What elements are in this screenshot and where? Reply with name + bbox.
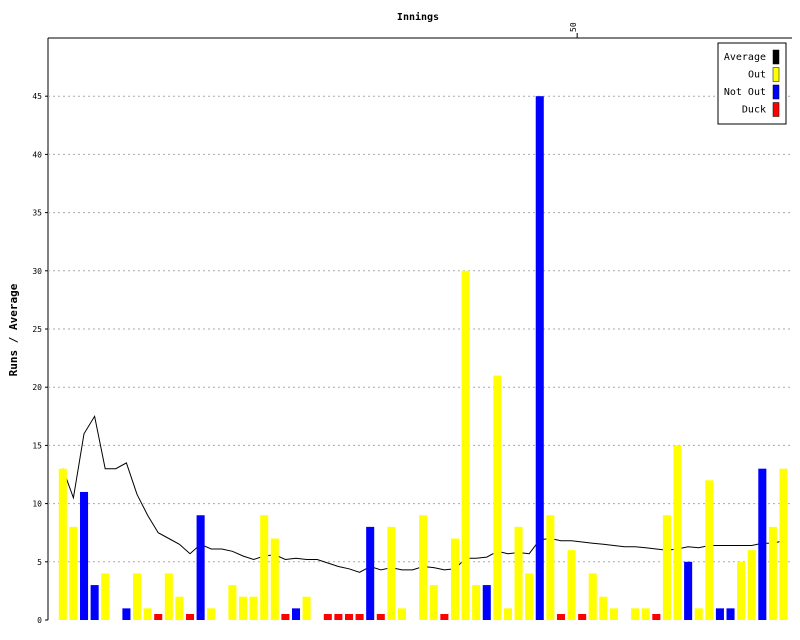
bar xyxy=(376,614,385,620)
bar xyxy=(101,573,110,620)
bar xyxy=(631,608,640,620)
bar xyxy=(758,468,767,620)
bar xyxy=(493,375,502,620)
y-tick-label: 5 xyxy=(37,558,42,567)
bar xyxy=(726,608,735,620)
bar xyxy=(588,573,597,620)
bar xyxy=(185,614,195,620)
y-tick-label: 20 xyxy=(32,383,42,392)
legend-label: Duck xyxy=(742,105,766,116)
bar xyxy=(641,608,650,620)
bar xyxy=(514,526,523,620)
bar xyxy=(69,526,78,620)
bar xyxy=(291,608,301,620)
bar xyxy=(737,561,746,620)
bar xyxy=(90,585,99,620)
bar xyxy=(747,550,756,620)
bar xyxy=(154,614,163,620)
bar xyxy=(366,526,375,620)
bar xyxy=(472,585,481,620)
bar xyxy=(397,608,407,620)
bar xyxy=(143,608,152,620)
y-tick-label: 45 xyxy=(32,92,42,101)
legend-label: Out xyxy=(748,70,766,81)
legend-swatch xyxy=(772,49,780,65)
legend-swatch xyxy=(772,67,780,82)
y-tick-label: 40 xyxy=(32,150,42,159)
bar xyxy=(419,515,428,620)
bar xyxy=(387,526,396,620)
bar xyxy=(673,445,682,620)
bar xyxy=(567,550,576,620)
y-axis-label: Runs / Average xyxy=(7,283,20,376)
bar xyxy=(768,526,777,620)
bar xyxy=(355,614,364,620)
bar xyxy=(578,614,587,620)
y-tick-label: 10 xyxy=(32,500,42,509)
bar xyxy=(175,596,184,620)
bar xyxy=(164,573,173,620)
bar xyxy=(344,614,354,620)
bar xyxy=(207,608,216,620)
bar xyxy=(132,573,142,620)
bar xyxy=(535,96,544,620)
bar xyxy=(609,608,618,620)
bar xyxy=(694,608,703,620)
bar xyxy=(80,491,89,620)
legend-swatch xyxy=(772,84,780,100)
y-tick-label: 15 xyxy=(32,441,42,450)
legend: Average Out Not Out Duck xyxy=(717,42,787,125)
bar xyxy=(779,468,788,620)
y-tick-label: 25 xyxy=(32,325,42,334)
legend-swatch xyxy=(772,102,780,117)
bar xyxy=(662,515,671,620)
bar xyxy=(270,538,279,620)
bar xyxy=(334,614,343,620)
bar xyxy=(440,614,449,620)
bar xyxy=(228,585,237,620)
bar xyxy=(323,614,332,620)
x-tick-label: 50 xyxy=(569,22,578,32)
bar xyxy=(705,480,714,620)
bar xyxy=(450,538,460,620)
bar xyxy=(238,596,248,620)
bar xyxy=(503,608,512,620)
bar xyxy=(461,270,470,620)
bar xyxy=(482,585,491,620)
bar xyxy=(684,561,693,620)
bar xyxy=(58,468,67,620)
bar xyxy=(599,596,608,620)
bar xyxy=(525,573,534,620)
bar xyxy=(196,515,205,620)
chart-title: Innings xyxy=(397,11,439,23)
legend-label: Average xyxy=(724,52,766,63)
bar xyxy=(556,614,565,620)
y-tick-label: 0 xyxy=(37,616,42,625)
bar xyxy=(249,596,258,620)
y-tick-label: 30 xyxy=(32,267,42,276)
bar xyxy=(281,614,290,620)
bar xyxy=(429,585,438,620)
bar xyxy=(302,596,311,620)
bar xyxy=(260,515,269,620)
bar xyxy=(652,614,661,620)
bar xyxy=(715,608,724,620)
legend-label: Not Out xyxy=(724,87,766,98)
bar xyxy=(546,515,555,620)
y-tick-label: 35 xyxy=(32,209,42,218)
bar xyxy=(122,608,131,620)
